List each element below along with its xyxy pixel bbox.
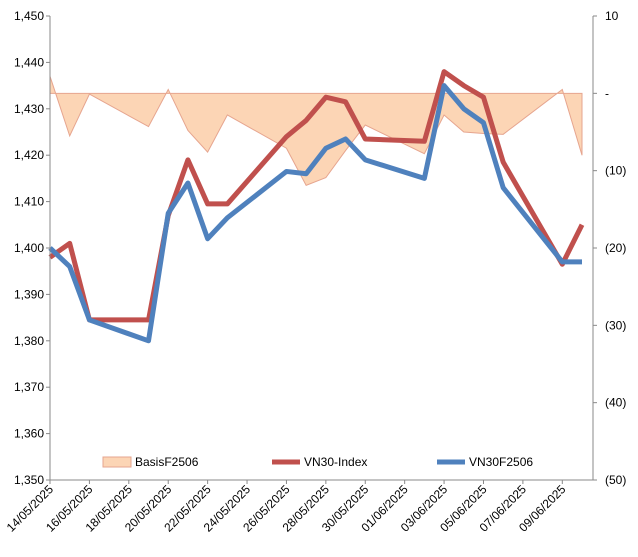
- y2-tick-label: (20): [605, 241, 626, 255]
- y-tick-label: 1,380: [14, 334, 44, 348]
- y2-tick-label: (40): [605, 396, 626, 410]
- legend-label: BasisF2506: [135, 455, 199, 469]
- y2-tick-label: (30): [605, 318, 626, 332]
- y-tick-label: 1,450: [14, 9, 44, 23]
- y2-tick-label: (50): [605, 473, 626, 487]
- y-tick-label: 1,370: [14, 380, 44, 394]
- y2-tick-label: -: [605, 86, 609, 100]
- legend-swatch: [102, 456, 132, 468]
- y-tick-label: 1,440: [14, 55, 44, 69]
- y-tick-label: 1,400: [14, 241, 44, 255]
- legend-label: VN30-Index: [304, 455, 367, 469]
- series-line: [48, 83, 582, 344]
- legend-label: VN30F2506: [469, 455, 533, 469]
- y2-tick-label: 10: [605, 9, 619, 23]
- y-tick-label: 1,350: [14, 473, 44, 487]
- y-tick-label: 1,430: [14, 102, 44, 116]
- y2-tick-label: (10): [605, 164, 626, 178]
- y-tick-label: 1,390: [14, 287, 44, 301]
- basis-area: [49, 76, 583, 186]
- y-tick-label: 1,410: [14, 195, 44, 209]
- y-tick-label: 1,420: [14, 148, 44, 162]
- y-tick-label: 1,360: [14, 427, 44, 441]
- series-line: [48, 69, 585, 323]
